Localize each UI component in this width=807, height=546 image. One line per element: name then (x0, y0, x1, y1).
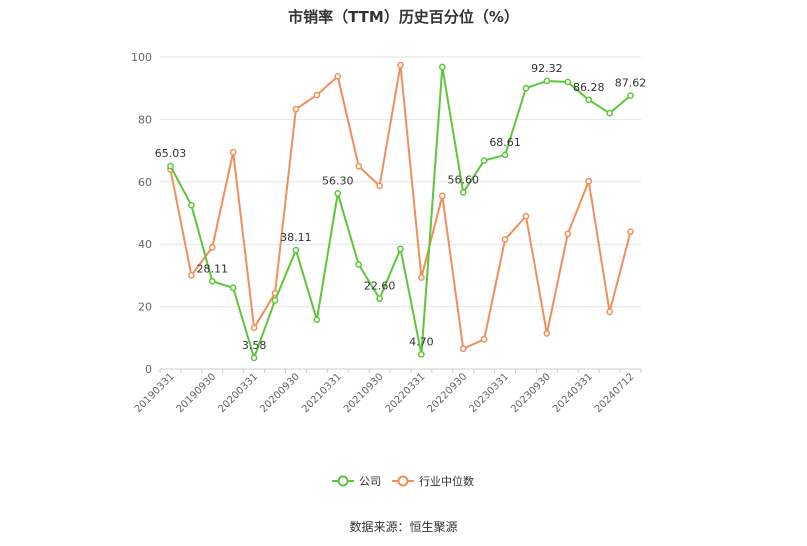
x-tick-label: 20240331 (551, 371, 595, 415)
data-point (543, 77, 551, 85)
legend-marker (337, 475, 349, 487)
data-label: 92.32 (531, 62, 563, 75)
y-tick-label: 20 (138, 301, 152, 314)
y-tick-label: 40 (138, 238, 152, 251)
x-tick-label: 20230331 (467, 371, 511, 415)
y-tick-label: 80 (138, 113, 152, 126)
data-point (229, 148, 237, 156)
data-point (522, 212, 530, 220)
data-point (418, 350, 425, 358)
data-point (501, 151, 509, 159)
x-tick-label: 20220930 (426, 371, 470, 415)
data-label: 56.30 (322, 174, 354, 187)
legend-item-company[interactable]: 公司 (332, 475, 381, 488)
data-label: 28.11 (197, 262, 229, 275)
data-point (627, 92, 634, 99)
y-tick-label: 100 (131, 51, 152, 64)
data-point (397, 245, 404, 253)
data-point (167, 162, 174, 170)
x-tick-label: 20240712 (593, 371, 637, 415)
x-tick-label: 20210930 (342, 371, 386, 415)
data-label: 4.70 (409, 335, 434, 348)
legend-label: 公司 (359, 475, 381, 488)
data-labels: 65.03 28.11 3.58 38.11 56.30 22.60 4.70 56.60 68… (155, 62, 647, 352)
data-point (292, 246, 300, 254)
data-label: 87.62 (615, 77, 647, 90)
data-point (229, 284, 237, 292)
legend-label: 行业中位数 (419, 474, 474, 488)
legend[interactable]: 公司 行业中位数 (332, 474, 474, 488)
x-tick-label: 20210331 (300, 371, 344, 415)
data-point (438, 63, 446, 71)
y-axis: 0 20 40 60 80 100 (131, 51, 152, 376)
source-note: 数据来源：恒生聚源 (349, 520, 458, 534)
data-point (313, 316, 321, 324)
x-tick-label: 20190930 (175, 371, 219, 415)
data-label: 22.60 (364, 279, 396, 292)
y-tick-label: 0 (145, 363, 152, 376)
data-point (418, 274, 425, 281)
data-point (543, 330, 551, 337)
data-point (334, 72, 342, 80)
data-point (564, 78, 572, 86)
data-point (250, 354, 258, 362)
chart-title: 市销率（TTM）历史百分位（%） (288, 8, 519, 26)
data-point (188, 201, 195, 209)
data-point (376, 182, 383, 190)
x-tick-label: 20220331 (384, 371, 428, 415)
data-point (459, 189, 467, 196)
data-point (271, 297, 279, 304)
data-point (438, 192, 446, 200)
data-point (480, 336, 488, 343)
data-label: 56.60 (447, 173, 479, 186)
data-point (585, 96, 593, 104)
x-tick-label: 20200331 (216, 371, 260, 415)
data-point (208, 277, 216, 285)
data-point (292, 105, 300, 113)
data-label: 3.58 (242, 339, 267, 352)
data-point (522, 84, 530, 92)
data-point (188, 272, 195, 279)
data-point (355, 162, 363, 170)
data-point (313, 91, 321, 99)
x-tick-label: 20230930 (509, 371, 553, 415)
x-tick-label: 20200930 (258, 371, 302, 415)
data-point (606, 308, 613, 316)
data-label: 68.61 (489, 136, 521, 149)
grid-lines (160, 56, 641, 370)
legend-marker (397, 475, 409, 487)
data-point (208, 243, 216, 251)
x-tick-label: 20190331 (133, 371, 177, 415)
data-point (564, 230, 572, 238)
data-point (459, 345, 467, 353)
x-axis: 2019033120190930202003312020093020210331… (133, 369, 642, 415)
data-point (376, 295, 383, 302)
series-lines (167, 61, 634, 362)
data-point (397, 61, 404, 69)
data-point (585, 177, 593, 185)
data-label: 86.28 (573, 81, 605, 94)
data-point (606, 109, 613, 117)
data-point (334, 189, 342, 197)
data-label: 65.03 (155, 147, 187, 160)
data-point (480, 157, 488, 164)
legend-item-industry[interactable]: 行业中位数 (392, 474, 474, 488)
data-point (250, 324, 258, 332)
data-point (627, 228, 634, 236)
data-label: 38.11 (280, 231, 312, 244)
data-point (501, 236, 509, 243)
y-tick-label: 60 (138, 176, 152, 189)
data-point (355, 261, 363, 268)
